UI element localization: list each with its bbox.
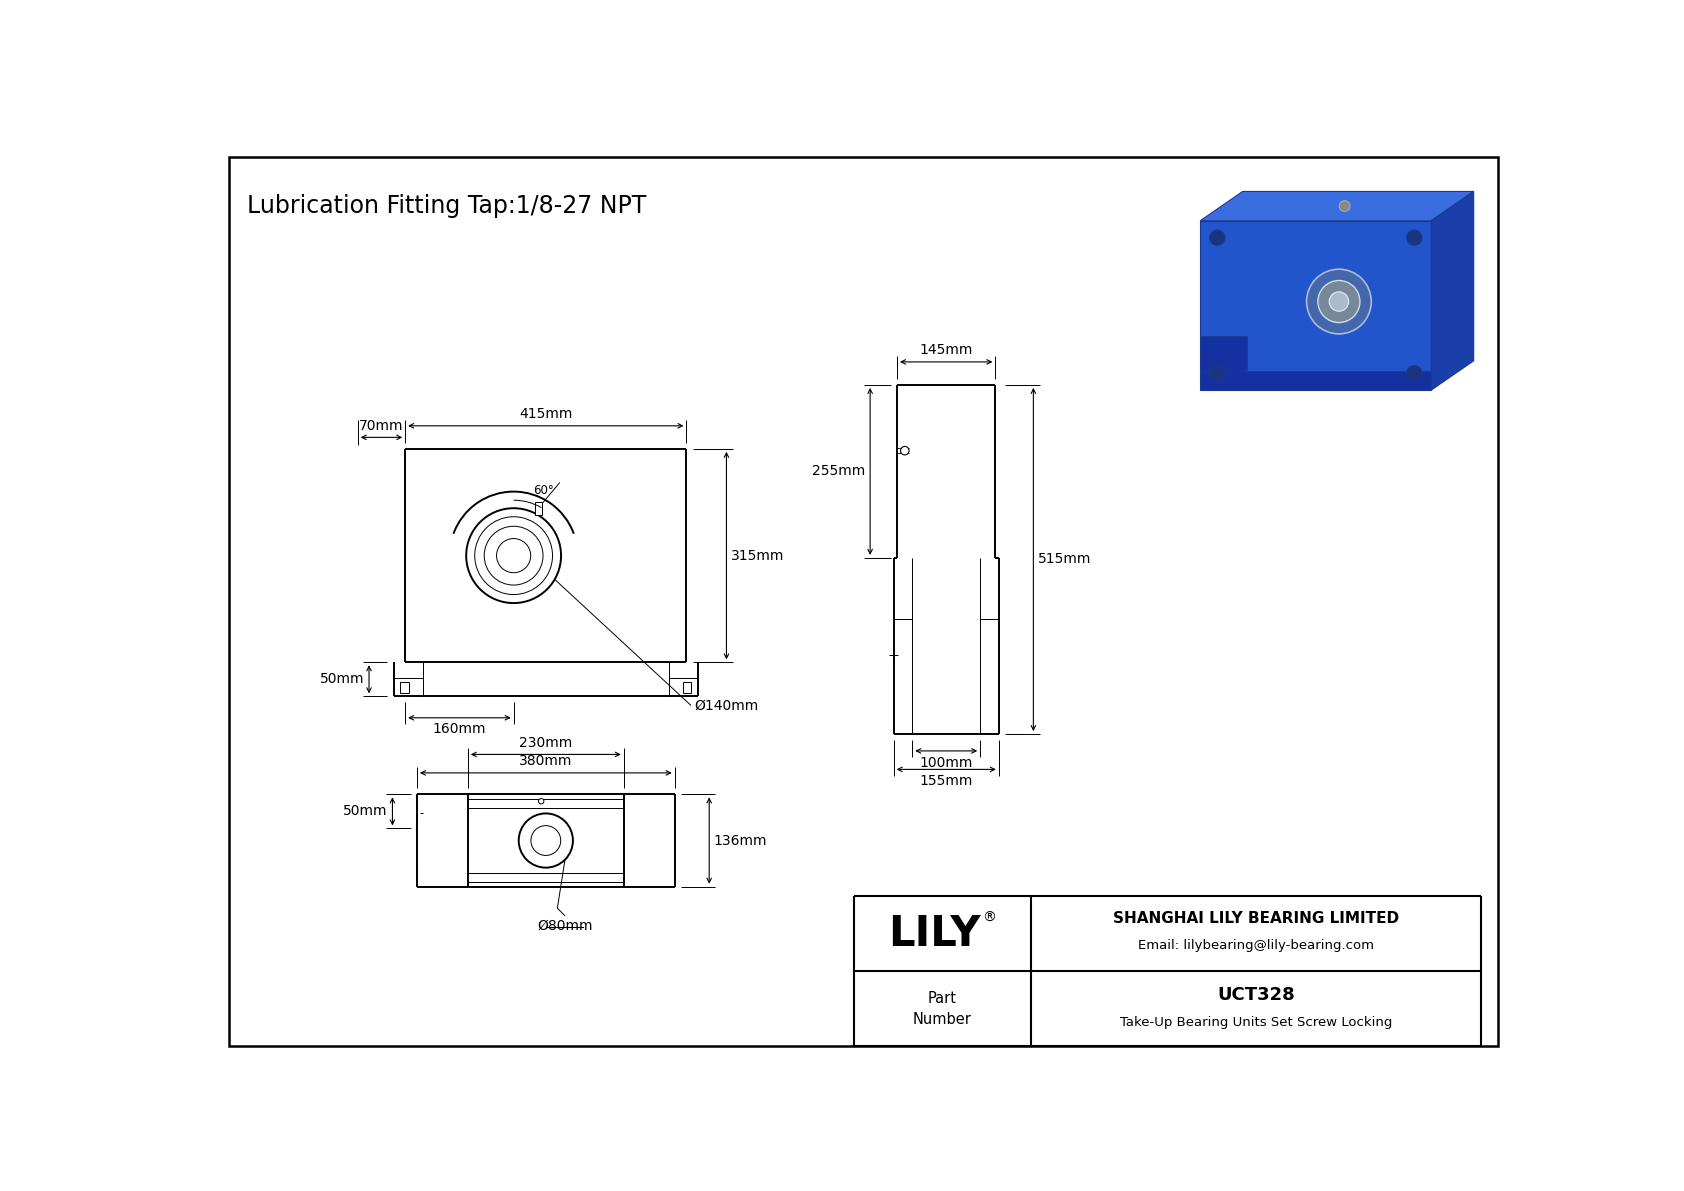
Text: 380mm: 380mm <box>519 754 573 768</box>
Circle shape <box>539 798 544 804</box>
Circle shape <box>519 813 573 868</box>
Text: 515mm: 515mm <box>1037 553 1091 567</box>
Circle shape <box>1209 366 1224 381</box>
Text: 255mm: 255mm <box>812 464 866 479</box>
Bar <box>401 682 409 693</box>
Circle shape <box>1319 281 1361 323</box>
Circle shape <box>466 509 561 603</box>
Circle shape <box>1406 366 1421 381</box>
Text: 50mm: 50mm <box>344 804 387 818</box>
Text: 60°: 60° <box>534 485 554 498</box>
Text: Take-Up Bearing Units Set Screw Locking: Take-Up Bearing Units Set Screw Locking <box>1120 1016 1393 1029</box>
Text: Ø140mm: Ø140mm <box>694 698 758 712</box>
Text: ®: ® <box>982 911 997 925</box>
Circle shape <box>1209 230 1224 245</box>
Text: 415mm: 415mm <box>519 407 573 422</box>
Text: 100mm: 100mm <box>919 755 973 769</box>
Text: Ø80mm: Ø80mm <box>537 919 593 933</box>
Text: Lubrication Fitting Tap:1/8-27 NPT: Lubrication Fitting Tap:1/8-27 NPT <box>248 194 647 218</box>
Bar <box>1201 336 1246 379</box>
Text: 136mm: 136mm <box>714 834 768 848</box>
Text: Email: lilybearing@lily-bearing.com: Email: lilybearing@lily-bearing.com <box>1138 939 1374 952</box>
Polygon shape <box>1201 192 1474 220</box>
Text: UCT328: UCT328 <box>1218 986 1295 1004</box>
Bar <box>536 503 542 516</box>
Circle shape <box>1329 292 1349 311</box>
Text: 155mm: 155mm <box>919 774 973 788</box>
Bar <box>1201 370 1431 391</box>
Circle shape <box>1307 269 1371 333</box>
Text: 160mm: 160mm <box>433 723 487 736</box>
Circle shape <box>1339 200 1351 212</box>
Text: 145mm: 145mm <box>919 343 973 357</box>
Text: 70mm: 70mm <box>359 419 404 432</box>
Circle shape <box>901 447 909 455</box>
Circle shape <box>1406 230 1421 245</box>
Bar <box>684 682 692 693</box>
Text: Part
Number: Part Number <box>913 991 972 1027</box>
Polygon shape <box>1201 220 1431 391</box>
Polygon shape <box>1431 192 1474 391</box>
Text: SHANGHAI LILY BEARING LIMITED: SHANGHAI LILY BEARING LIMITED <box>1113 911 1399 925</box>
Text: 315mm: 315mm <box>731 549 785 562</box>
Text: LILY: LILY <box>889 912 980 954</box>
Text: 230mm: 230mm <box>519 736 573 750</box>
Text: 50mm: 50mm <box>320 672 364 686</box>
